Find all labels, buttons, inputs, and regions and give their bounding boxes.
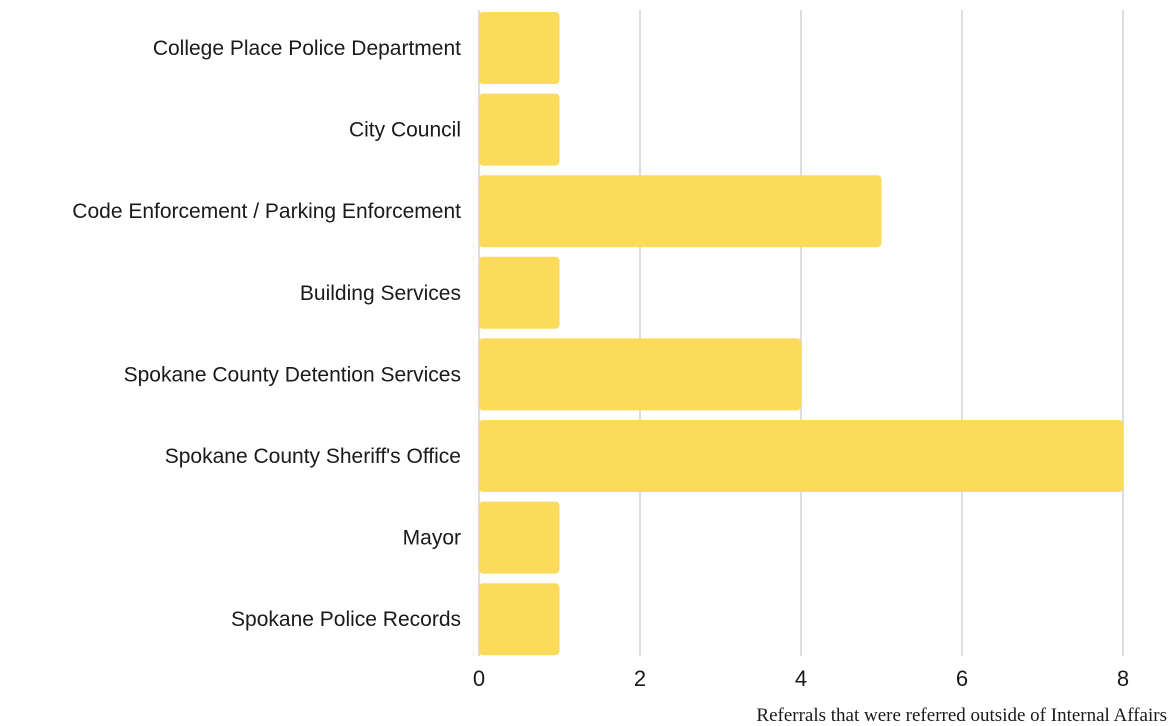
category-label: Code Enforcement / Parking Enforcement — [72, 200, 461, 223]
x-tick-label: 4 — [795, 666, 807, 691]
x-tick-label: 0 — [473, 666, 485, 691]
bar — [479, 175, 882, 248]
category-labels: College Place Police Department City Coun… — [72, 37, 461, 631]
category-label: Spokane County Sheriff's Office — [165, 445, 461, 468]
gridlines — [478, 10, 1124, 656]
category-label: Building Services — [300, 282, 461, 305]
bars — [479, 12, 1123, 656]
x-tick-label: 2 — [634, 666, 646, 691]
bar — [479, 93, 560, 166]
bar — [479, 583, 560, 656]
category-label: City Council — [349, 119, 461, 142]
bar — [479, 256, 560, 329]
bar — [479, 12, 560, 84]
x-tick-label: 6 — [956, 666, 968, 691]
bar — [479, 420, 1123, 492]
x-tick-label: 8 — [1117, 666, 1129, 691]
bar — [479, 338, 801, 411]
category-label: Spokane Police Records — [231, 608, 461, 631]
category-label: Spokane County Detention Services — [124, 363, 461, 386]
category-label: College Place Police Department — [153, 37, 461, 60]
x-tick-labels: 0 2 4 6 8 — [473, 666, 1129, 691]
category-label: Mayor — [403, 527, 461, 550]
bar — [479, 501, 560, 574]
x-axis-title: Referrals that were referred outside of … — [756, 705, 1167, 726]
